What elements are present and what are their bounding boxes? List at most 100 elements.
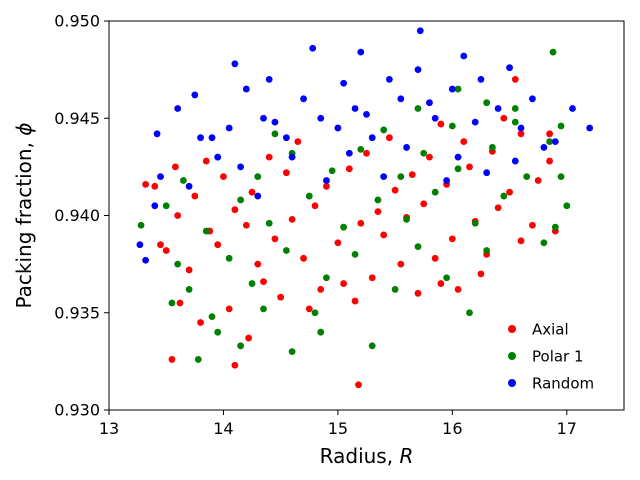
x-tick-label: 15 [328, 419, 348, 438]
scatter-point [277, 293, 285, 301]
scatter-point [437, 280, 445, 287]
scatter-point [162, 247, 170, 254]
scatter-point [466, 309, 473, 317]
scatter-point [334, 239, 342, 247]
scatter-point [363, 149, 370, 157]
scatter-point [345, 165, 353, 173]
scatter-point [288, 348, 296, 356]
scatter-point [142, 180, 150, 188]
scatter-point [408, 171, 416, 179]
scatter-point [483, 99, 491, 107]
scatter-point [305, 305, 313, 313]
scatter-point [157, 241, 164, 249]
scatter-point [391, 186, 399, 194]
scatter-point [380, 173, 388, 181]
scatter-point [191, 192, 199, 200]
points-layer [136, 27, 594, 389]
scatter-point [225, 254, 233, 262]
scatter-point [174, 105, 182, 112]
scatter-point [414, 66, 422, 74]
scatter-point [357, 48, 365, 56]
scatter-point [414, 289, 422, 297]
scatter-point [237, 342, 245, 350]
scatter-point [546, 157, 554, 165]
scatter-point [557, 173, 565, 181]
scatter-point [220, 173, 227, 181]
scatter-point [506, 64, 513, 72]
scatter-point [443, 177, 451, 184]
scatter-point [153, 130, 161, 138]
scatter-point [529, 95, 536, 103]
scatter-point [151, 182, 159, 190]
scatter-point [305, 192, 313, 200]
scatter-point [483, 247, 491, 254]
legend-label-random: Random [532, 375, 594, 393]
y-axis-label-text: Packing fraction, [12, 136, 36, 309]
scatter-point [242, 85, 250, 93]
x-axis-label-symbol: R [399, 444, 413, 468]
y-tick-label: 0.950 [54, 12, 100, 31]
scatter-point [176, 299, 184, 307]
legend-marker-axial [508, 325, 516, 333]
scatter-point [523, 173, 531, 181]
scatter-point [185, 286, 193, 293]
scatter-point [414, 243, 422, 251]
y-tick-label: 0.930 [54, 401, 100, 420]
scatter-point [282, 247, 290, 254]
scatter-point [414, 105, 422, 112]
scatter-point [454, 165, 462, 173]
scatter-point [311, 309, 319, 317]
scatter-point [208, 313, 216, 321]
scatter-point [254, 192, 262, 200]
scatter-point [357, 145, 365, 153]
scatter-point [357, 219, 365, 227]
scatter-point [162, 202, 170, 210]
scatter-point [448, 85, 456, 93]
scatter-point [437, 120, 445, 128]
scatter-point [174, 212, 182, 219]
scatter-point [500, 192, 508, 200]
scatter-point [431, 188, 439, 196]
ticks-layer: 13 14 15 16 17 0.930 0.935 0.940 0.945 0.950 [54, 12, 577, 439]
scatter-point [260, 278, 267, 286]
scatter-point [385, 75, 393, 83]
scatter-point [471, 219, 479, 227]
scatter-point [294, 138, 302, 145]
scatter-point [248, 188, 256, 196]
scatter-point [534, 177, 542, 184]
scatter-point [380, 231, 388, 239]
scatter-point [271, 235, 279, 243]
scatter-point [171, 163, 179, 171]
scatter-point [351, 105, 359, 112]
scatter-point [340, 223, 348, 231]
scatter-point [231, 361, 239, 369]
scatter-point [328, 167, 336, 175]
series-axial [142, 75, 559, 389]
scatter-point [471, 118, 479, 126]
scatter-point [483, 169, 491, 177]
scatter-point [403, 144, 410, 151]
series-polar-1 [137, 48, 571, 363]
scatter-point [271, 118, 279, 126]
scatter-point [225, 124, 233, 132]
scatter-point [245, 334, 253, 342]
scatter-point [300, 95, 307, 103]
scatter-point [557, 122, 565, 130]
scatter-point [265, 75, 273, 83]
scatter-point [420, 149, 428, 157]
scatter-point [511, 75, 519, 83]
scatter-point [340, 280, 348, 287]
scatter-point [202, 157, 210, 165]
scatter-point [191, 91, 199, 99]
scatter-point [137, 221, 145, 229]
scatter-point [426, 99, 433, 107]
scatter-point [237, 163, 245, 171]
scatter-point [345, 149, 353, 157]
scatter-point [300, 254, 307, 262]
scatter-point [282, 134, 290, 142]
scatter-point [380, 126, 388, 134]
scatter-point [197, 319, 204, 326]
scatter-point [517, 130, 525, 138]
scatter-point [460, 138, 468, 145]
scatter-point [254, 260, 262, 268]
